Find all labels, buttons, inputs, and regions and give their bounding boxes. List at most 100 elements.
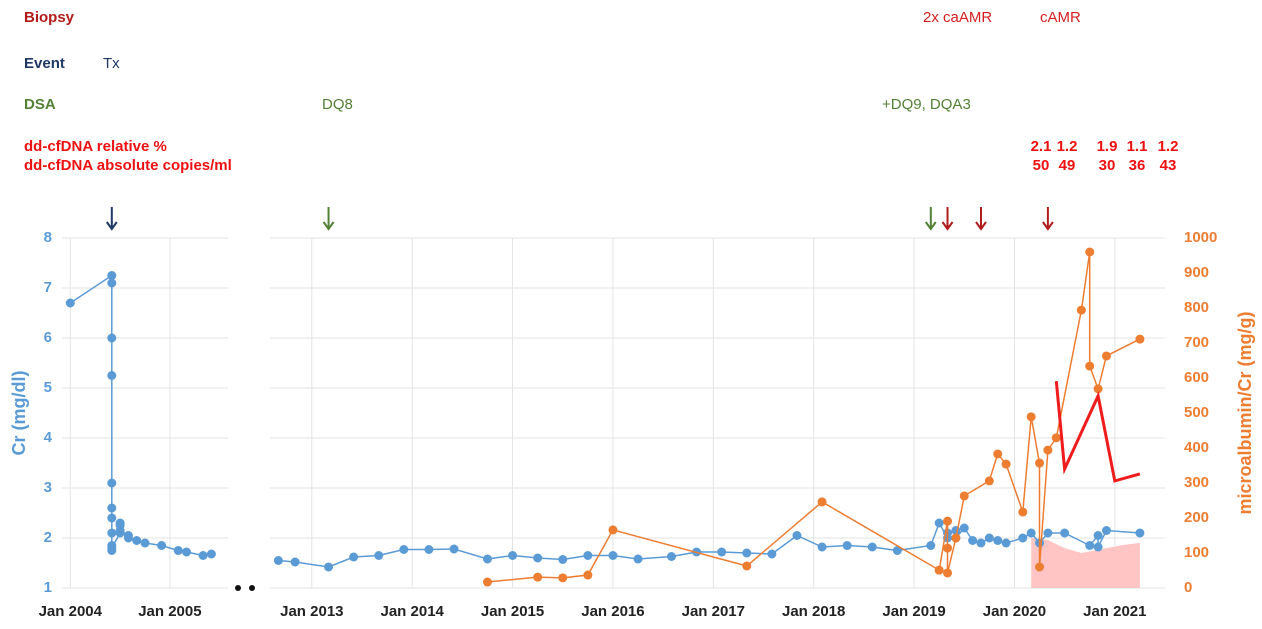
y2-tick-label: 400 — [1184, 439, 1209, 456]
x-tick-label: Jan 2014 — [381, 603, 445, 620]
x-tick-label: Jan 2021 — [1083, 603, 1146, 620]
y-axis-title: Cr (mg/dl) — [9, 371, 29, 456]
y2-tick-label: 700 — [1184, 334, 1209, 351]
point — [115, 518, 125, 528]
event-arrow — [941, 207, 954, 231]
point — [533, 572, 543, 582]
point — [1101, 526, 1111, 535]
x-tick-label: Jan 2013 — [280, 603, 343, 620]
point — [1093, 384, 1103, 394]
y-tick-label: 3 — [44, 479, 52, 496]
cfdna-absolute-label: dd-cfDNA absolute copies/ml — [24, 157, 232, 174]
cfdna-value: 2.1 — [1031, 138, 1052, 155]
point — [608, 551, 618, 560]
point — [324, 562, 334, 572]
line — [69, 274, 212, 557]
line — [278, 521, 1140, 568]
point — [290, 557, 300, 567]
point — [449, 544, 459, 554]
x-tick-label: Jan 2015 — [481, 603, 544, 620]
point — [1051, 433, 1061, 443]
point — [817, 497, 827, 507]
point — [817, 542, 827, 552]
point — [273, 556, 283, 565]
event-arrow — [1042, 207, 1054, 231]
point — [1076, 305, 1086, 315]
biopsy-label: Biopsy — [24, 9, 75, 26]
y2-tick-label: 900 — [1184, 264, 1209, 281]
point — [633, 554, 643, 564]
point — [984, 533, 994, 543]
point — [399, 545, 409, 554]
point — [666, 552, 676, 561]
point — [482, 577, 492, 587]
x-tick-label: Jan 2005 — [138, 603, 201, 620]
point — [583, 551, 593, 560]
cfdna-relative-label: dd-cfDNA relative % — [24, 138, 167, 155]
y2-tick-label: 300 — [1184, 474, 1209, 491]
point — [976, 538, 986, 548]
point — [1026, 528, 1036, 538]
event-arrow — [975, 207, 987, 231]
point — [206, 549, 216, 559]
cfdna-value: 30 — [1099, 157, 1116, 174]
y2-axis-title: microalbumin/Cr (mg/g) — [1235, 311, 1255, 514]
point — [132, 536, 142, 545]
event-arrow — [322, 207, 335, 231]
point — [1001, 459, 1011, 469]
point — [107, 543, 117, 553]
axis-break — [249, 585, 255, 591]
point — [1135, 528, 1145, 538]
point — [107, 333, 117, 343]
point — [65, 298, 75, 308]
point — [892, 546, 902, 555]
point — [1043, 445, 1053, 455]
point — [107, 503, 117, 513]
point — [1035, 562, 1045, 572]
point — [115, 526, 125, 535]
point — [1093, 542, 1103, 552]
y-tick-label: 4 — [44, 429, 53, 446]
point — [943, 516, 953, 526]
point — [867, 542, 877, 552]
point — [349, 552, 359, 562]
y2-tick-label: 0 — [1184, 579, 1192, 596]
point — [742, 561, 752, 571]
event-label: Event — [24, 55, 65, 72]
point — [182, 547, 191, 557]
point — [1043, 528, 1053, 538]
x-tick-label: Jan 2016 — [581, 603, 644, 620]
point — [1001, 538, 1011, 548]
cfdna-value: 49 — [1059, 157, 1076, 174]
area — [1031, 538, 1140, 588]
x-tick-label: Jan 2020 — [983, 603, 1046, 620]
point — [374, 551, 384, 560]
point — [1093, 531, 1103, 540]
point — [1018, 507, 1028, 517]
biopsy-item: cAMR — [1040, 9, 1081, 26]
y2-tick-label: 800 — [1184, 299, 1209, 316]
y2-tick-label: 100 — [1184, 544, 1209, 561]
line — [1054, 380, 1141, 483]
point — [993, 449, 1003, 459]
y2-tick-label: 1000 — [1184, 229, 1217, 246]
point — [198, 551, 208, 560]
point — [934, 565, 944, 575]
point — [608, 525, 618, 535]
point — [482, 554, 492, 564]
point — [959, 491, 969, 501]
y-tick-label: 8 — [44, 229, 52, 246]
event-arrow — [105, 207, 118, 231]
cfdna-value: 1.2 — [1057, 138, 1078, 155]
point — [1026, 412, 1036, 422]
point — [1135, 334, 1145, 344]
point — [107, 278, 117, 288]
point — [1101, 351, 1111, 361]
cfdna-value: 50 — [1033, 157, 1050, 174]
point — [742, 548, 752, 558]
point — [1018, 533, 1028, 543]
cfdna-value: 1.9 — [1097, 138, 1118, 155]
point — [984, 476, 994, 486]
